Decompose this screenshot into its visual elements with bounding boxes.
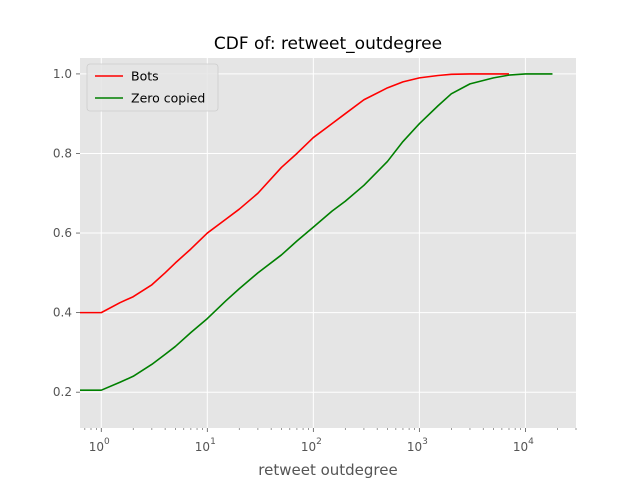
- x-tick-base: 10: [195, 440, 210, 454]
- x-tick-label: 101: [195, 437, 216, 454]
- x-tick-base: 10: [513, 440, 528, 454]
- legend-label-zero-copied: Zero copied: [131, 91, 205, 106]
- series-layer: [80, 73, 553, 391]
- y-tick-label: 1.0: [53, 67, 72, 81]
- x-tick-base: 10: [407, 440, 422, 454]
- x-tick-label: 104: [513, 437, 534, 454]
- x-tick-exponent: 4: [528, 437, 534, 447]
- y-tick-label: 0.2: [53, 385, 72, 399]
- x-tick-exponent: 2: [316, 437, 322, 447]
- legend-label-bots: Bots: [131, 69, 159, 84]
- x-axis-label: retweet outdegree: [258, 461, 397, 479]
- legend: Bots Zero copied: [86, 63, 219, 112]
- chart-title: CDF of: retweet_outdegree: [214, 34, 442, 54]
- x-tick-base: 10: [89, 440, 104, 454]
- x-tick-label: 102: [301, 437, 322, 454]
- x-tick-base: 10: [301, 440, 316, 454]
- series-line-zero-copied: [80, 73, 553, 391]
- x-tick-exponent: 3: [422, 437, 428, 447]
- x-tick-label: 103: [407, 437, 428, 454]
- y-tick-label: 0.6: [53, 226, 72, 240]
- y-tick-label: 0.4: [53, 306, 72, 320]
- x-tick-exponent: 1: [210, 437, 216, 447]
- y-tick-label: 0.8: [53, 146, 72, 160]
- x-tick-label: 100: [89, 437, 110, 454]
- series-line-bots: [80, 73, 509, 314]
- plot-background: [80, 58, 576, 428]
- x-tick-exponent: 0: [104, 437, 110, 447]
